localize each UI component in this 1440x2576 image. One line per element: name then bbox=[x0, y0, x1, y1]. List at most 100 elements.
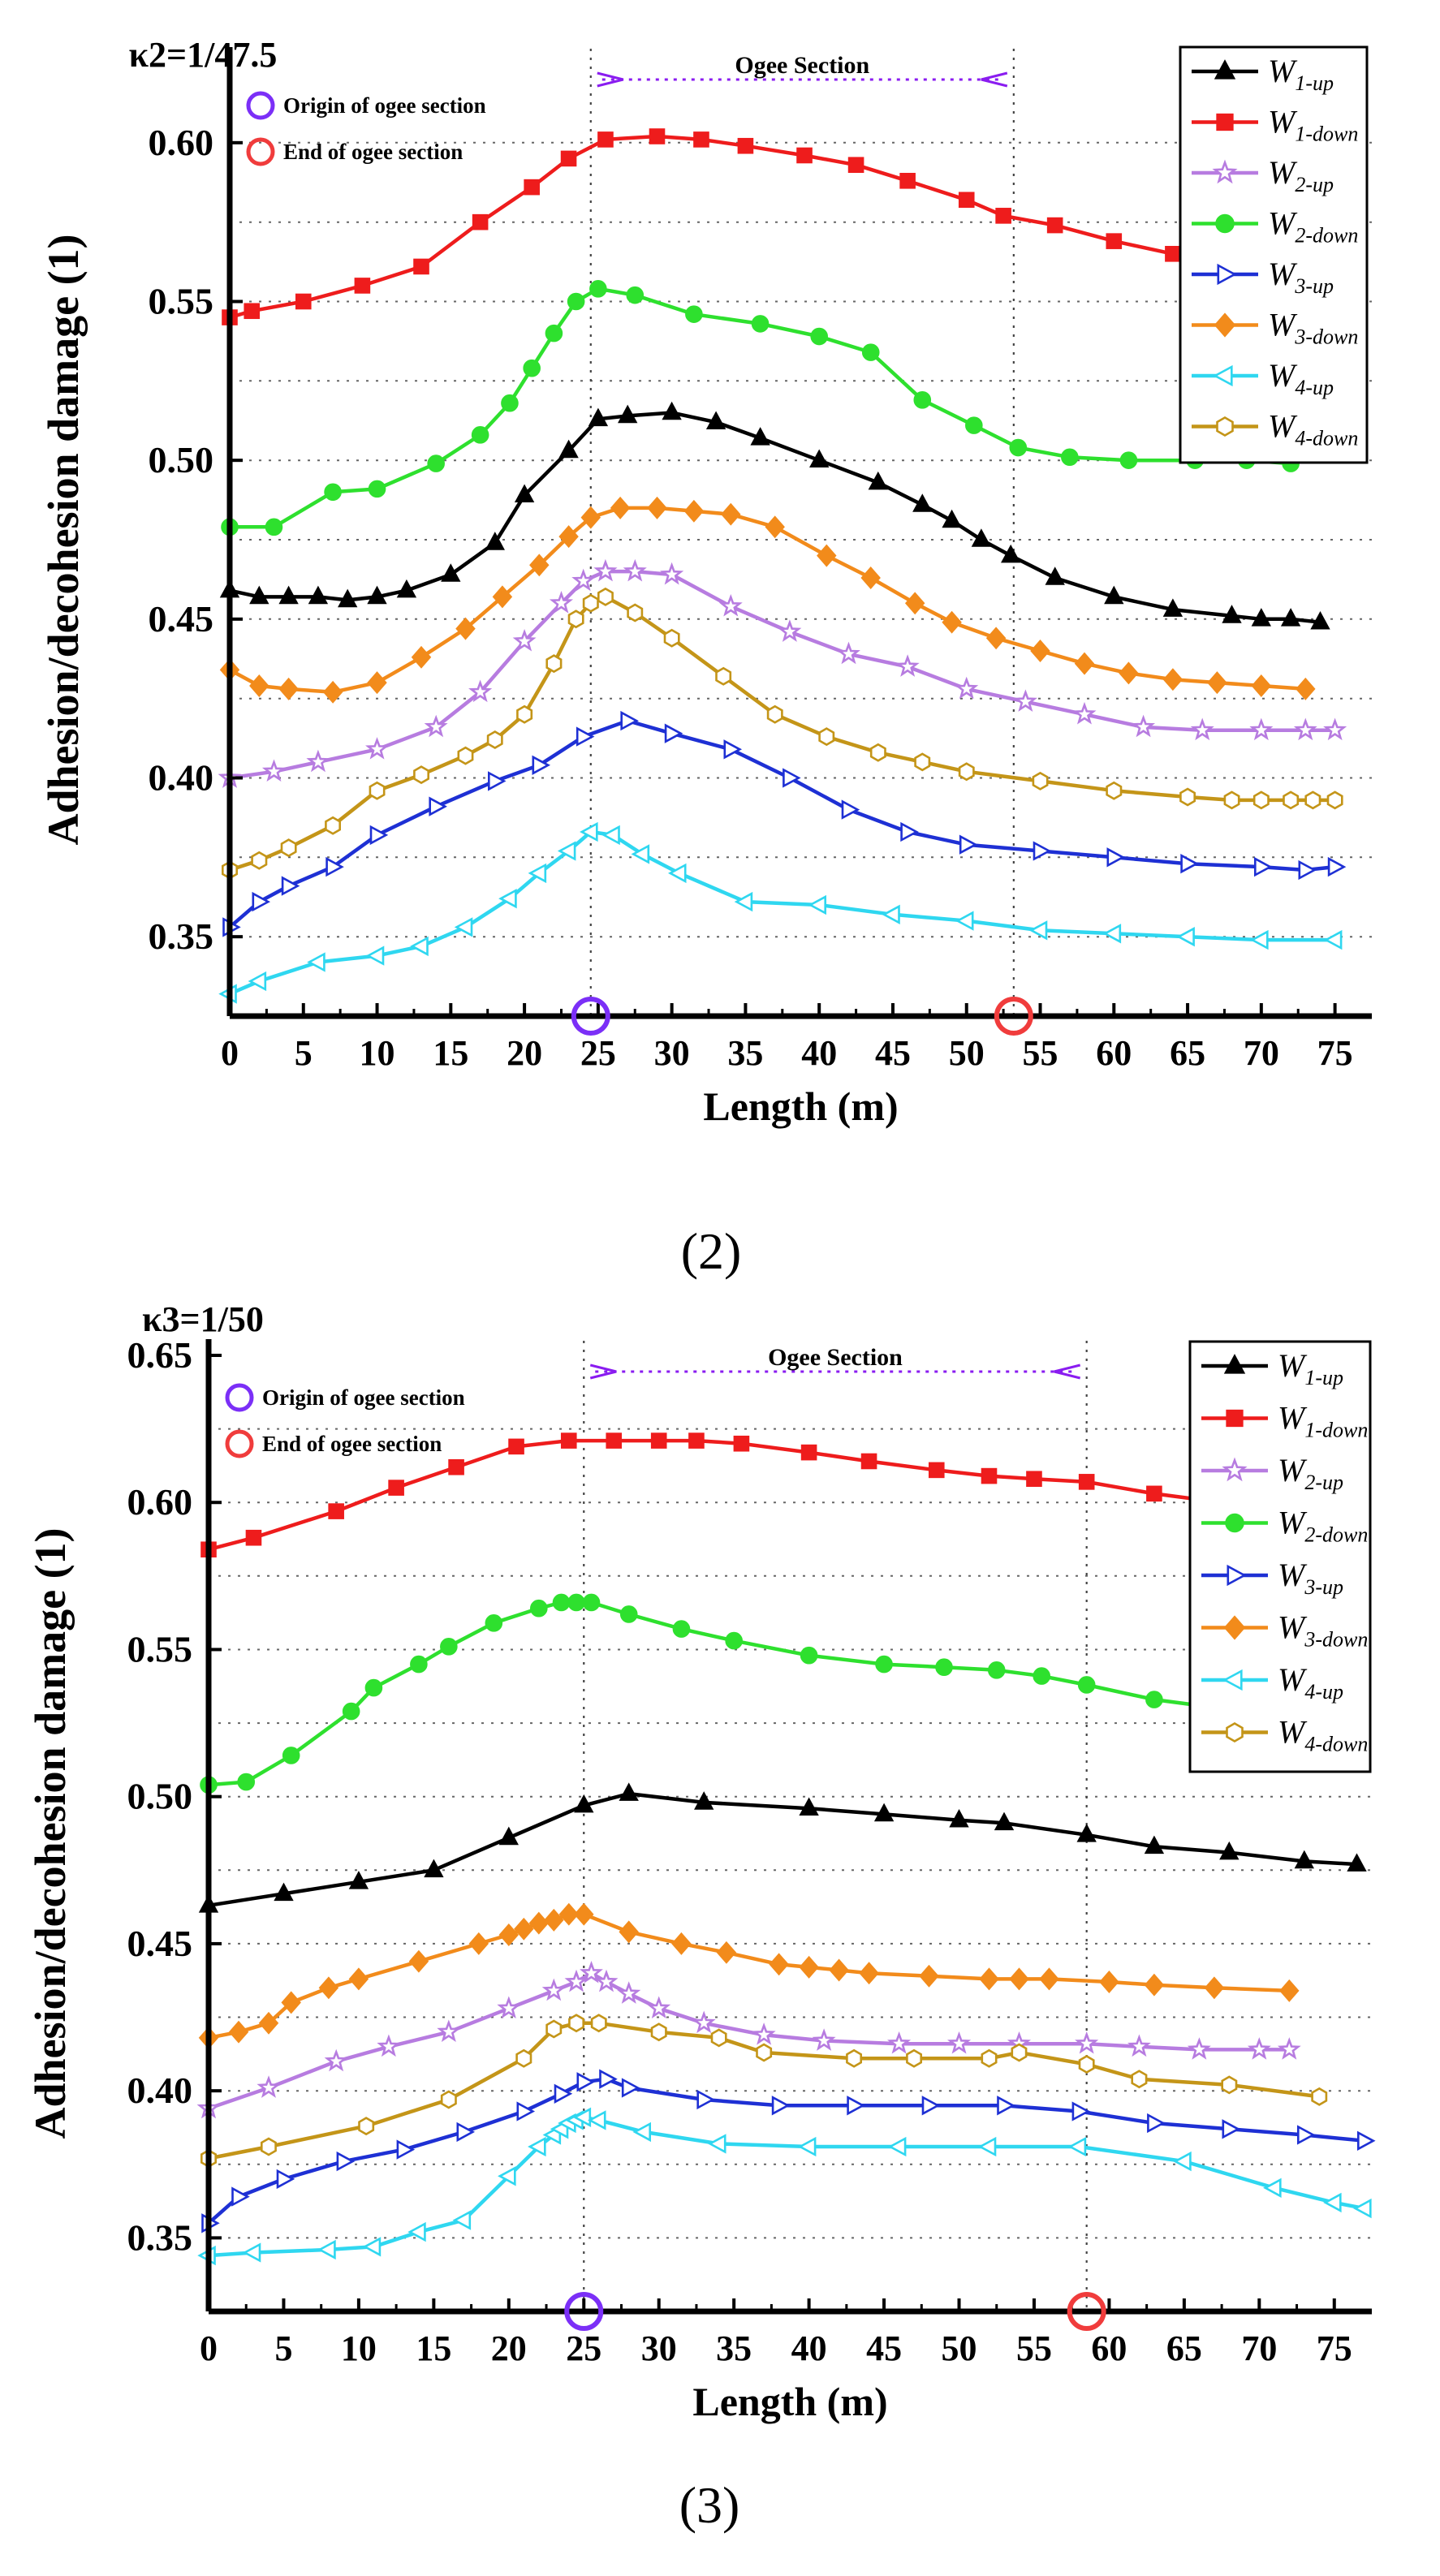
data-point-w4-down bbox=[358, 2117, 375, 2136]
y-tick-label: 0.60 bbox=[127, 1481, 193, 1523]
data-point-w1-down bbox=[1078, 1474, 1095, 1490]
ogee-arrow-end bbox=[1054, 1363, 1081, 1380]
series-w2-up bbox=[218, 558, 1347, 788]
legend-box bbox=[1188, 1340, 1372, 1773]
data-point-w2-up bbox=[580, 1960, 603, 1984]
ogee-legend-circle bbox=[246, 137, 275, 166]
legend-label: W3-down bbox=[1278, 1609, 1368, 1652]
ogee-marker-legend: Origin of ogee section End of ogee sectio… bbox=[246, 91, 486, 166]
data-point-w1-down bbox=[606, 1432, 623, 1449]
data-point-w3-up bbox=[921, 2096, 941, 2116]
ogee-arrow-start bbox=[589, 1363, 617, 1380]
legend-label: W3-down bbox=[1268, 307, 1358, 349]
data-point-w3-down bbox=[574, 1902, 594, 1926]
series-w3-down bbox=[219, 496, 1316, 704]
data-point-w2-down bbox=[751, 315, 770, 333]
data-point-w3-down bbox=[529, 554, 550, 577]
data-point-w4-up bbox=[667, 863, 687, 884]
data-point-w1-up bbox=[338, 588, 358, 608]
ogee-end-marker bbox=[1067, 2292, 1106, 2331]
legend-label: W3-up bbox=[1268, 256, 1334, 298]
legend-label: W2-up bbox=[1278, 1452, 1343, 1494]
legend-label-main: W bbox=[1268, 357, 1298, 394]
data-point-w1-up bbox=[249, 585, 269, 605]
legend-entry-w2-up: W2-up bbox=[1201, 1452, 1343, 1494]
data-point-w4-up bbox=[797, 2136, 817, 2157]
data-point-w3-up bbox=[396, 2139, 416, 2160]
legend-entry-w2-down: W2-down bbox=[1201, 1505, 1368, 1547]
x-tick-label: 70 bbox=[1241, 2328, 1277, 2368]
data-point-w2-up bbox=[377, 2034, 401, 2057]
data-point-w3-down bbox=[942, 610, 962, 634]
data-point-w1-up bbox=[1076, 1824, 1097, 1842]
data-point-w4-up bbox=[601, 825, 620, 846]
data-point-w3-down bbox=[716, 1941, 737, 1964]
data-point-w1-up bbox=[618, 404, 638, 424]
data-point-w1-down bbox=[1106, 233, 1123, 249]
data-point-w1-down bbox=[981, 1467, 998, 1484]
data-point-w1-down bbox=[560, 150, 577, 167]
ogee-arrow-start bbox=[597, 71, 624, 88]
series-line-w1-up bbox=[208, 1791, 1357, 1908]
data-point-w3-down bbox=[318, 1976, 339, 2000]
legend-entry-w2-down: W2-down bbox=[1192, 205, 1358, 248]
data-point-w4-up bbox=[528, 2136, 546, 2157]
data-point-w3-down bbox=[408, 1949, 429, 1973]
data-point-w3-down bbox=[498, 1923, 520, 1946]
legend: W1-upW1-downW2-upW2-downW3-upW3-downW4-u… bbox=[1188, 1340, 1372, 1773]
legend-marker bbox=[1214, 312, 1236, 338]
legend-label-subscript: 3-up bbox=[1304, 1575, 1343, 1599]
y-tick-label: 0.60 bbox=[149, 122, 214, 163]
data-point-w4-down bbox=[1252, 790, 1270, 810]
series-w3-up bbox=[222, 710, 1347, 937]
caption-panel-3: (3) bbox=[679, 2476, 740, 2534]
data-point-w1-down bbox=[597, 131, 614, 148]
legend-label-main: W bbox=[1278, 1661, 1308, 1698]
data-point-w1-up bbox=[485, 532, 505, 550]
data-point-w1-up bbox=[1001, 544, 1021, 563]
data-point-w3-up bbox=[281, 876, 300, 896]
data-point-w2-down bbox=[619, 1605, 638, 1623]
data-point-w2-down bbox=[265, 518, 283, 536]
data-point-w4-down bbox=[818, 727, 835, 747]
data-point-w3-down bbox=[979, 1967, 999, 1991]
data-point-w3-down bbox=[619, 1920, 639, 1944]
x-tick-label: 0 bbox=[221, 1033, 239, 1073]
data-point-w4-up bbox=[1323, 929, 1343, 950]
data-point-w2-down bbox=[725, 1631, 743, 1650]
data-point-w2-up bbox=[564, 1969, 589, 1992]
data-point-w1-up bbox=[278, 585, 299, 605]
y-tick-label: 0.45 bbox=[149, 598, 214, 640]
data-point-w2-up bbox=[497, 1996, 521, 2019]
data-point-w2-up bbox=[660, 562, 684, 585]
data-point-w3-down bbox=[1030, 640, 1050, 662]
data-point-w2-up bbox=[1187, 2037, 1211, 2060]
x-tick-label: 45 bbox=[866, 2328, 902, 2368]
data-point-w3-down bbox=[558, 525, 579, 549]
data-point-w4-up bbox=[1173, 2151, 1192, 2172]
data-point-w2-up bbox=[324, 2048, 348, 2072]
data-point-w2-down bbox=[685, 305, 703, 323]
legend-label: W3-up bbox=[1278, 1557, 1343, 1599]
data-point-w4-down bbox=[1131, 2070, 1148, 2089]
ogee-marker-legend: Origin of ogee section End of ogee sectio… bbox=[225, 1383, 465, 1458]
data-point-w1-up bbox=[588, 407, 609, 427]
data-point-w1-down bbox=[508, 1438, 524, 1455]
data-point-w2-up bbox=[593, 558, 618, 582]
data-point-w2-down bbox=[410, 1655, 428, 1674]
legend-label-main: W bbox=[1278, 1347, 1308, 1384]
legend-label: W1-down bbox=[1268, 104, 1358, 146]
legend-label-main: W bbox=[1268, 205, 1298, 242]
x-tick-label: 30 bbox=[641, 2328, 677, 2368]
legend-marker bbox=[1223, 1354, 1246, 1374]
data-point-w1-up bbox=[868, 471, 888, 490]
legend-label-main: W bbox=[1268, 104, 1298, 140]
data-point-w4-up bbox=[734, 891, 753, 912]
series-line-w1-down bbox=[208, 1438, 1200, 1552]
series-line-w4-up bbox=[208, 2115, 1365, 2258]
x-tick-label: 5 bbox=[274, 2328, 292, 2368]
data-point-w1-down bbox=[899, 172, 916, 189]
data-point-w3-up bbox=[620, 710, 639, 731]
data-point-w1-down bbox=[295, 293, 312, 310]
series-line-w3-down bbox=[208, 1912, 1290, 2040]
